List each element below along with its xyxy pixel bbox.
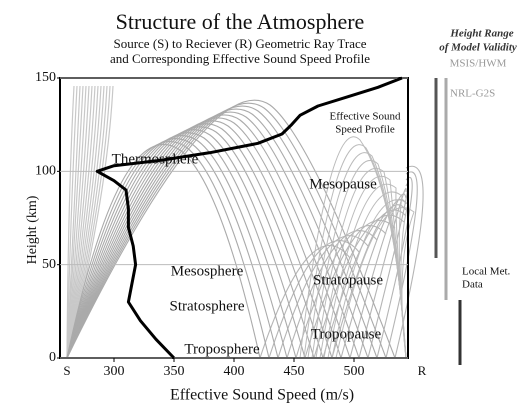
ray-path [335, 207, 415, 359]
profile-label: Speed Profile [335, 124, 395, 136]
annotation: Tropopause [311, 326, 382, 342]
validity-label: Local Met. [462, 266, 511, 278]
annotation: Stratopause [313, 272, 383, 288]
ray-path [394, 165, 424, 359]
ray-path [66, 85, 78, 359]
ray-path [313, 214, 405, 359]
x-axis-label: Effective Sound Speed (m/s) [170, 387, 354, 404]
y-axis-label: Height (km) [25, 195, 40, 264]
ray-path [358, 187, 407, 359]
ray-path [376, 177, 413, 359]
subtitle: Source (S) to Reciever (R) Geometric Ray… [113, 36, 366, 51]
x-tick-label: 300 [104, 364, 125, 379]
ray-traces [66, 85, 424, 359]
ray-path [304, 219, 396, 359]
ray-path [66, 111, 360, 359]
ray-path [66, 132, 297, 359]
ray-path [66, 138, 279, 359]
ray-path [66, 85, 81, 359]
source-label: S [63, 363, 70, 378]
ray-path [327, 191, 407, 359]
x-tick-label: 450 [284, 364, 305, 379]
x-tick-label: 400 [224, 364, 245, 379]
annotation: Mesopause [309, 176, 377, 192]
ray-path [66, 126, 315, 359]
ray-path [66, 85, 93, 359]
receiver-label: R [418, 363, 427, 378]
annotation: Stratosphere [170, 298, 245, 314]
x-tick-label: 350 [164, 364, 185, 379]
ray-path [66, 141, 270, 359]
ray-path [66, 120, 333, 359]
x-tick-label: 500 [344, 364, 365, 379]
chart-title: Structure of the Atmosphere [116, 9, 365, 34]
validity-label: MSIS/HWM [450, 58, 507, 70]
ray-path [66, 85, 90, 359]
subtitle: and Corresponding Effective Sound Speed … [110, 51, 370, 66]
validity-title: Height Range [449, 28, 513, 40]
ray-path [66, 85, 102, 359]
profile-label: Effective Sound [330, 111, 401, 123]
ray-path [385, 171, 418, 359]
ray-path [66, 85, 87, 359]
y-tick-label: 100 [35, 164, 56, 179]
validity-title: of Model Validity [439, 42, 517, 54]
ray-path [66, 105, 378, 359]
ray-path [66, 85, 99, 359]
ray-path [66, 108, 369, 359]
ray-path [66, 117, 342, 359]
annotation: Troposphere [184, 341, 260, 357]
y-tick-label: 50 [42, 257, 56, 272]
validity-label: NRL-G2S [450, 88, 495, 100]
ray-path [66, 85, 96, 359]
annotation: Mesosphere [171, 263, 244, 279]
y-tick-label: 0 [49, 350, 56, 365]
ray-path [66, 85, 75, 359]
ray-path [66, 85, 108, 359]
ray-path [66, 123, 324, 359]
profile-line [95, 76, 403, 360]
validity-label: Data [462, 279, 483, 291]
ray-path [66, 102, 387, 359]
ray-path [66, 85, 105, 359]
ray-path [66, 129, 306, 359]
y-tick-label: 150 [35, 70, 56, 85]
ray-path [66, 135, 288, 359]
ray-path [322, 209, 407, 359]
ray-path [66, 85, 84, 359]
